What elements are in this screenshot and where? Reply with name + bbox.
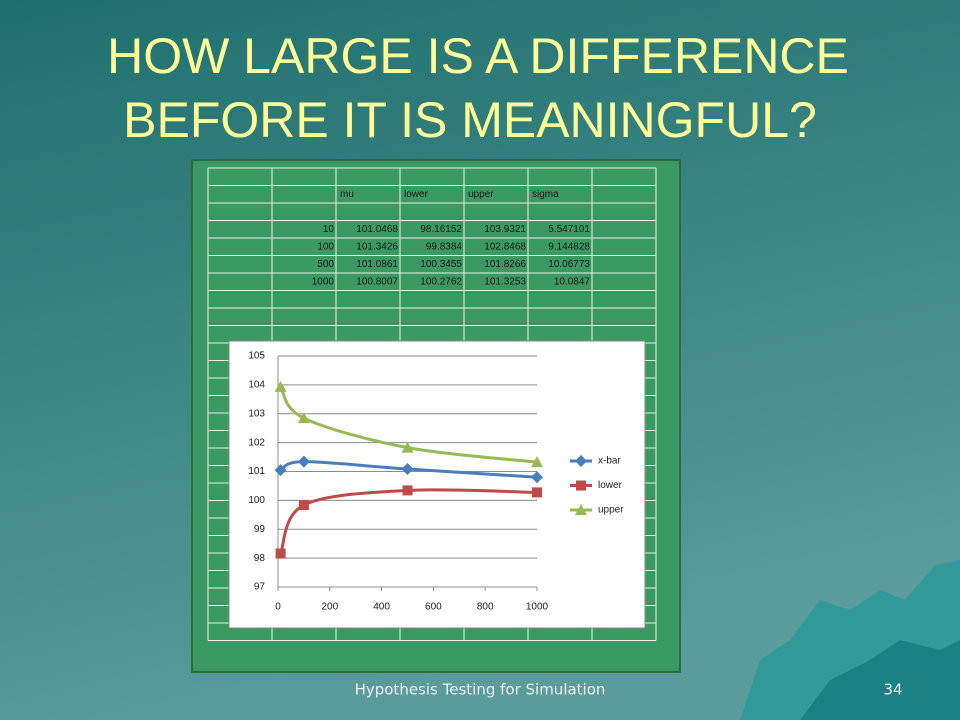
header-cell: lower [404, 189, 429, 200]
cell: 98.16152 [420, 224, 462, 235]
cell: 100.8007 [356, 276, 398, 287]
legend-label: lower [598, 480, 623, 491]
decoration [800, 640, 960, 720]
x-tick-label: 1000 [526, 602, 549, 613]
cell: 101.8266 [484, 259, 526, 270]
y-tick-label: 105 [248, 351, 265, 362]
x-tick-label: 600 [425, 602, 442, 613]
marker [531, 471, 543, 484]
cell: 10.06773 [548, 259, 590, 270]
marker [274, 464, 287, 477]
cell: 100.3455 [420, 259, 462, 270]
cell: 101.3426 [356, 241, 398, 252]
marker [402, 485, 413, 496]
marker [275, 548, 286, 559]
header-cell: upper [468, 189, 494, 200]
marker [297, 455, 310, 468]
marker [575, 504, 587, 515]
cell: 100.2762 [420, 276, 462, 287]
marker [298, 500, 309, 511]
legend-label: upper [598, 505, 624, 516]
cell: 99.8384 [426, 241, 463, 252]
marker [401, 441, 414, 453]
y-tick-label: 102 [248, 437, 265, 448]
x-tick-label: 200 [321, 602, 338, 613]
cell: 9.144828 [548, 241, 590, 252]
marker [274, 380, 287, 392]
x-tick-label: 400 [373, 602, 390, 613]
title-line: BEFORE IT IS MEANINGFUL? [123, 92, 817, 148]
cell: 101.0861 [356, 259, 398, 270]
y-tick-label: 99 [254, 524, 266, 535]
x-tick-label: 800 [477, 602, 494, 613]
marker [575, 455, 587, 467]
title-line: HOW LARGE IS A DIFFERENCE [107, 28, 849, 84]
y-tick-label: 104 [248, 380, 265, 391]
cell: 101.0468 [356, 224, 398, 235]
chart: 97 98 99 100 101 102 103 104 105 0 200 400 600 800 100… [248, 351, 624, 613]
cell: 1000 [312, 276, 335, 287]
marker [297, 412, 310, 424]
marker [531, 456, 543, 468]
cell: 500 [317, 259, 334, 270]
marker [576, 480, 586, 491]
y-tick-label: 97 [254, 582, 266, 593]
cell: 103.9321 [484, 224, 526, 235]
cell: 100 [317, 241, 334, 252]
y-tick-label: 103 [248, 408, 265, 419]
series-line [279, 460, 538, 479]
cell: 5.547101 [548, 224, 590, 235]
marker [532, 487, 542, 498]
series-line [279, 385, 538, 464]
cell: 10 [323, 224, 335, 235]
cell: 101.3253 [484, 276, 526, 287]
y-tick-label: 101 [248, 466, 265, 477]
y-tick-label: 98 [254, 553, 266, 564]
header-cell: sigma [532, 189, 559, 200]
footer-text: Hypothesis Testing for Simulation [355, 681, 606, 699]
y-tick-label: 100 [248, 495, 265, 506]
cell: 10.0847 [554, 276, 591, 287]
header-cell: mu [340, 189, 354, 200]
series-line [279, 488, 538, 555]
table: mu lower upper sigma 10 101.0468 98.16152 103.9… [312, 189, 591, 288]
legend-label: x-bar [598, 456, 621, 467]
page-number: 34 [883, 681, 902, 699]
x-tick-label: 0 [275, 602, 281, 613]
marker [401, 463, 414, 476]
cell: 102.8468 [484, 241, 526, 252]
